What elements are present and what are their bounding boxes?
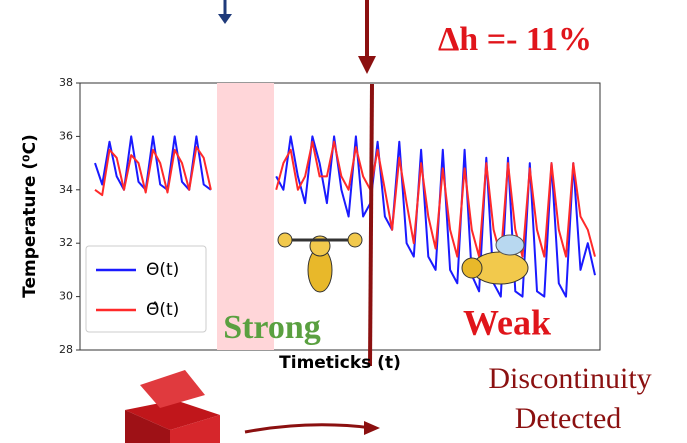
annotation-weak: Weak bbox=[463, 302, 551, 342]
weak-bee-icon bbox=[461, 234, 529, 285]
box-icon bbox=[125, 370, 220, 443]
y-tick-label: 38 bbox=[59, 76, 73, 89]
arrow-head bbox=[218, 14, 232, 24]
x-axis-label: Timeticks (t) bbox=[279, 353, 401, 373]
strong-bee-icon bbox=[277, 232, 363, 293]
annotation-detected: Detected bbox=[515, 402, 622, 435]
y-axis-label: Temperature (⁰C) bbox=[20, 134, 40, 298]
annotation-discontinuity: Discontinuity bbox=[488, 362, 651, 395]
legend-label: Θ̂(t) bbox=[146, 300, 179, 320]
discontinuity-line bbox=[368, 83, 374, 367]
y-tick-label: 28 bbox=[59, 343, 73, 356]
y-tick-label: 30 bbox=[59, 290, 73, 303]
y-tick-label: 36 bbox=[59, 129, 73, 142]
annotation-delta: Δh =- 11% bbox=[438, 21, 592, 58]
arrow-head bbox=[364, 421, 380, 435]
y-tick-label: 32 bbox=[59, 236, 73, 249]
y-tick-label: 34 bbox=[59, 183, 73, 196]
missing-region bbox=[217, 83, 274, 350]
arrow-head bbox=[358, 56, 376, 74]
legend-label: Θ(t) bbox=[146, 260, 179, 280]
series-line bbox=[94, 140, 596, 258]
annotation-strong: Strong bbox=[223, 309, 321, 346]
plot-layer: 28 30 32 34 36 38 Θ(t) Θ̂(t) bbox=[59, 76, 596, 356]
arrow bbox=[244, 423, 373, 434]
